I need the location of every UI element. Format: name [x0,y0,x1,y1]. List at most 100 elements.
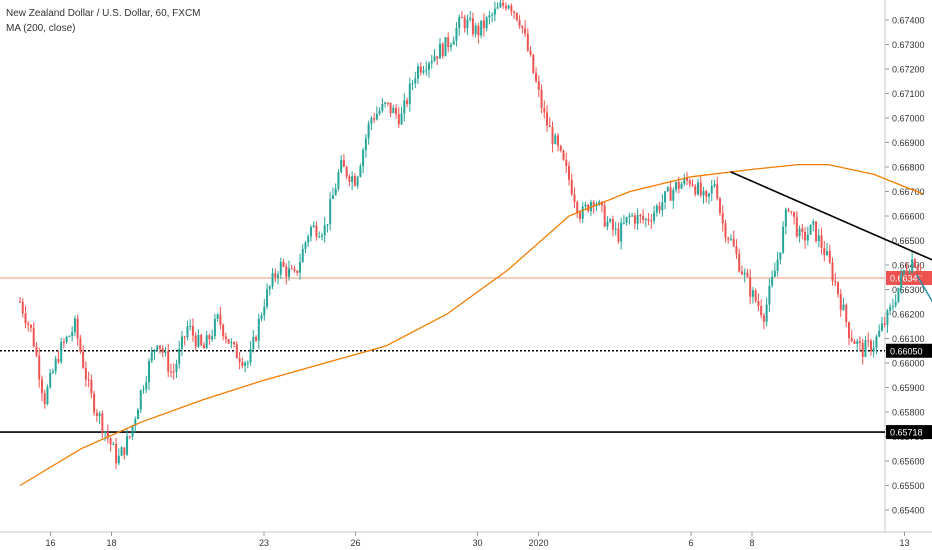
candle-body [235,344,238,359]
candle-body [115,443,118,464]
candle-body [666,187,669,192]
candle-body [367,123,370,139]
candle-body [510,5,513,12]
candle-body [449,44,452,48]
candle-body [683,177,686,185]
candle-body [279,262,282,275]
chart-legend: New Zealand Dollar / U.S. Dollar, 60, FX… [6,6,201,36]
candle-body [381,103,384,111]
level-label: 0.66050 [890,346,923,356]
y-tick-label: 0.66000 [892,359,925,369]
candle-body [329,198,332,225]
candle-body [913,259,916,267]
candle-body [661,202,664,211]
candle-body [897,287,900,302]
candle-body [359,166,362,177]
candle-body [224,336,227,340]
candle-body [757,300,760,306]
candle-body [713,184,716,186]
candle-body [282,262,285,267]
indicator-label[interactable]: MA (200, close) [6,23,76,34]
candle-body [186,326,189,338]
candle-body [540,89,543,109]
candle-body [438,43,441,59]
candle-body [688,180,691,185]
candle-body [801,228,804,232]
candle-body [202,344,205,349]
candle-body [331,195,334,199]
candle-body [318,236,321,238]
y-tick-label: 0.66300 [892,285,925,295]
candle-body [790,211,793,213]
candle-body [260,315,263,319]
candle-body [19,301,21,303]
candle-body [263,306,266,316]
candle-body [697,182,700,195]
candle-body [858,341,861,343]
candle-body [883,323,886,325]
candle-body [60,341,63,362]
candle-body [375,113,378,120]
candle-body [515,12,518,21]
candle-body [746,272,749,277]
y-tick-label: 0.66200 [892,310,925,320]
candle-body [46,387,49,405]
candle-body [727,237,730,240]
candle-body [754,290,757,301]
candle-body [150,352,153,361]
candle-body [908,271,911,273]
candle-body [504,5,507,9]
candle-body [326,224,329,226]
candle-body [680,184,683,189]
candle-body [535,72,538,82]
candle-body [274,273,277,278]
candle-body [309,227,312,237]
candle-body [117,455,120,464]
candle-body [71,332,74,336]
candle-body [285,266,288,277]
candle-body [576,202,579,213]
candle-body [482,20,485,29]
y-tick-label: 0.67200 [892,65,925,75]
candle-body [249,349,252,363]
candle-body [743,272,746,275]
candle-body [804,231,807,241]
y-tick-label: 0.66700 [892,187,925,197]
candle-body [397,113,400,125]
y-tick-label: 0.66400 [892,261,925,271]
candle-body [710,185,713,194]
candle-body [211,336,214,340]
candle-body [172,371,175,373]
candle-body [315,225,318,237]
candle-body [751,290,754,297]
y-tick-label: 0.67100 [892,89,925,99]
candle-body [834,280,837,283]
candle-body [592,202,595,206]
y-tick-label: 0.66900 [892,138,925,148]
candle-body [312,225,315,228]
candle-body [219,314,222,325]
x-tick-label: 2020 [528,538,548,548]
resistance-trendline[interactable] [730,171,932,341]
candle-body [584,204,587,207]
candle-body [101,413,104,433]
x-tick-label: 23 [259,538,269,548]
candle-body [793,211,796,217]
candle-body [557,135,560,146]
candle-body [62,341,65,343]
candle-body [95,412,98,416]
candle-body [677,182,680,189]
candle-body [384,102,387,104]
candle-body [820,235,823,248]
symbol-title[interactable]: New Zealand Dollar / U.S. Dollar, 60, FX… [6,8,201,19]
candle-body [916,266,919,272]
forecast-arrow[interactable] [916,274,932,337]
candle-body [180,336,183,349]
candle-body [200,334,203,345]
candle-body [496,7,499,9]
candle-body [826,251,829,256]
candle-body [128,436,131,438]
candle-body [559,145,562,151]
